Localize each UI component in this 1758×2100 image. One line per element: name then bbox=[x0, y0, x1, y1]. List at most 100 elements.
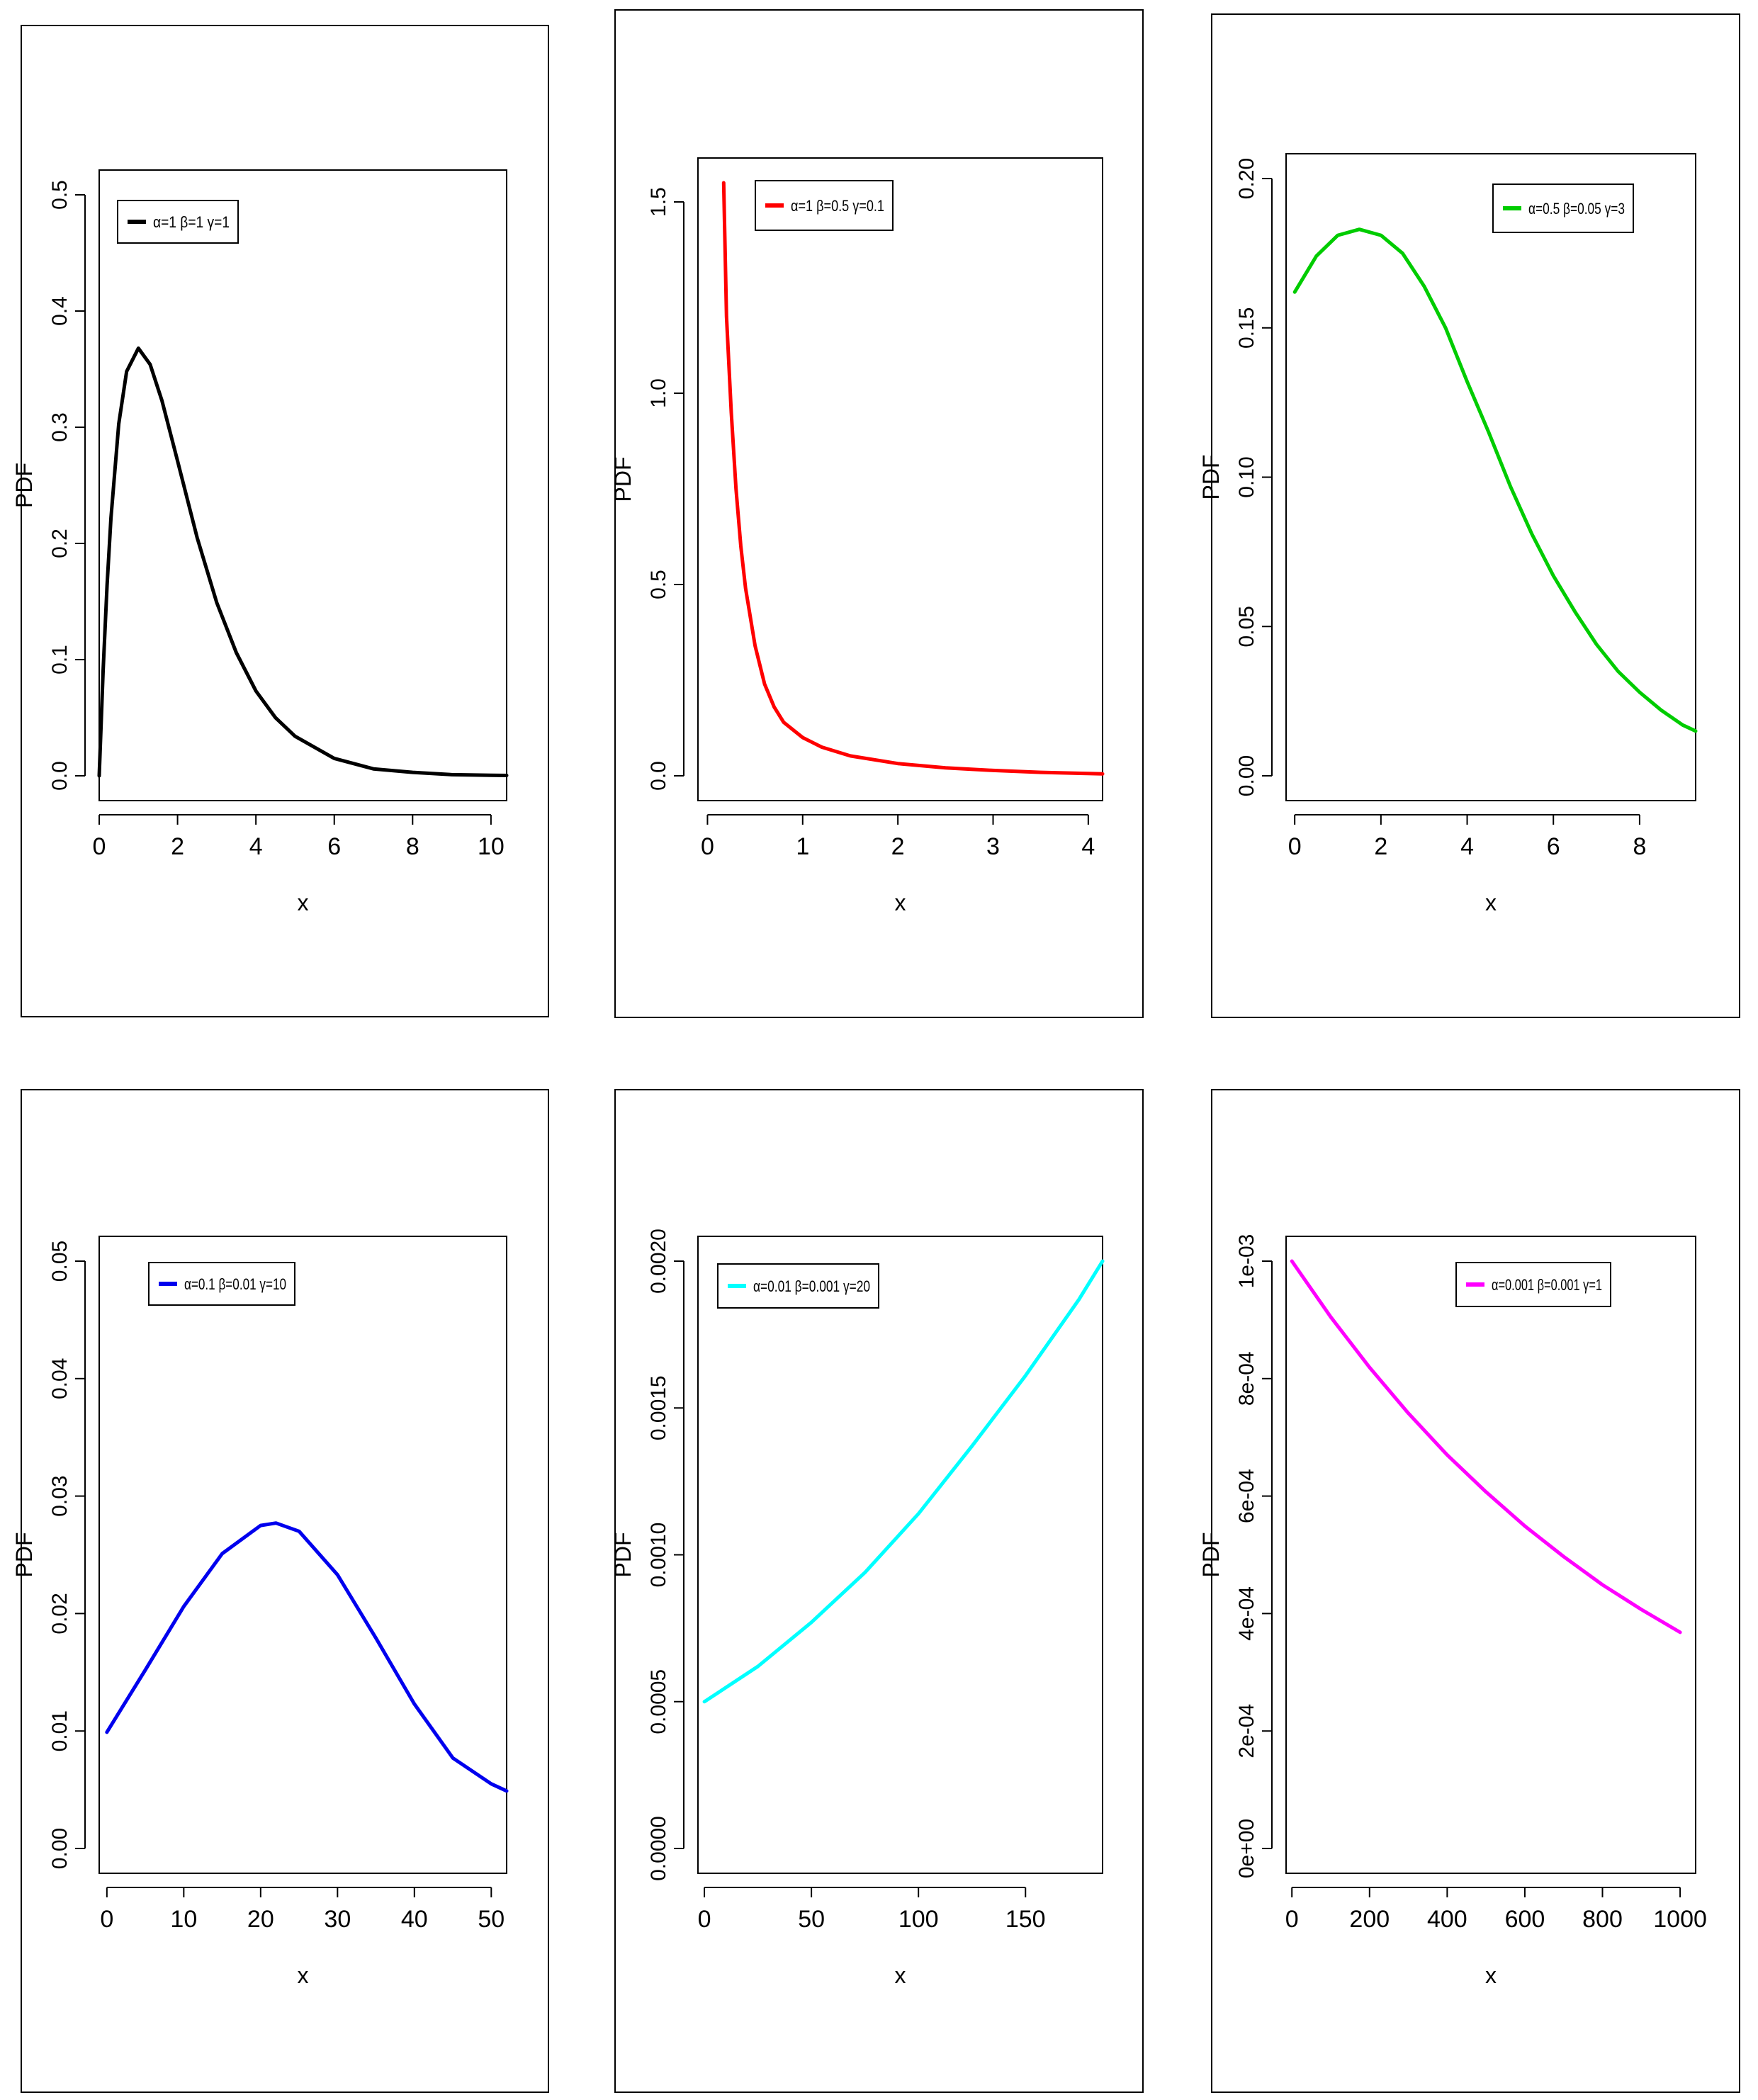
x-tick-label: 8 bbox=[1633, 833, 1646, 860]
x-tick-label: 0 bbox=[93, 833, 106, 860]
x-tick-label: 100 bbox=[898, 1906, 939, 1933]
y-axis-label: PDF bbox=[610, 457, 636, 502]
y-tick-label: 0.0 bbox=[647, 761, 670, 791]
x-tick-label: 400 bbox=[1427, 1906, 1467, 1933]
chart-panel-2: 0 1 2 3 4 x 0.0 0.5 1.0 1.5 PDF α=1 β=0.5 γ=0.1 bbox=[610, 9, 1144, 1018]
y-axis-label: PDF bbox=[11, 463, 37, 508]
plot-box bbox=[98, 1236, 507, 1874]
x-tick-label: 1 bbox=[796, 833, 809, 860]
y-axis-label: PDF bbox=[11, 1532, 37, 1578]
x-tick-label: 0 bbox=[1285, 1906, 1299, 1933]
x-axis-label: x bbox=[1485, 890, 1497, 915]
x-tick-label: 2 bbox=[1374, 833, 1387, 860]
x-tick-label: 2 bbox=[891, 833, 905, 860]
legend-label: α=0.001 β=0.001 γ=1 bbox=[1492, 1276, 1602, 1294]
x-tick-label: 30 bbox=[324, 1906, 351, 1933]
x-tick-label: 20 bbox=[247, 1906, 274, 1933]
y-axis-label: PDF bbox=[1198, 1532, 1224, 1578]
x-axis: 0 2 4 6 8 bbox=[1288, 814, 1646, 860]
x-tick-label: 4 bbox=[1081, 833, 1095, 860]
x-axis: 0 200 400 600 800 1000 bbox=[1285, 1887, 1707, 1933]
x-axis: 0 1 2 3 4 bbox=[701, 814, 1095, 860]
x-axis: 0 2 4 6 8 10 bbox=[93, 814, 505, 860]
y-tick-label: 1e-03 bbox=[1235, 1234, 1258, 1289]
y-tick-label: 1.0 bbox=[647, 378, 670, 408]
x-tick-label: 0 bbox=[100, 1906, 113, 1933]
chart-panel-3: 0 2 4 6 8 x 0.00 0.05 0.10 0.15 0.20 PDF α=0.5 β=0.0… bbox=[1198, 13, 1740, 1018]
x-axis-label: x bbox=[895, 1963, 906, 1988]
y-tick-label: 0.4 bbox=[48, 296, 72, 326]
x-tick-label: 8 bbox=[406, 833, 419, 860]
x-tick-label: 50 bbox=[798, 1906, 825, 1933]
y-tick-label: 0.00 bbox=[1235, 755, 1258, 796]
series-line bbox=[702, 1259, 1105, 1704]
plot-box bbox=[697, 1236, 1103, 1874]
legend-label: α=1 β=1 γ=1 bbox=[153, 213, 230, 231]
x-axis: 0 50 100 150 bbox=[698, 1887, 1046, 1933]
x-tick-label: 1000 bbox=[1653, 1906, 1707, 1933]
series-line bbox=[97, 346, 509, 778]
x-tick-label: 10 bbox=[170, 1906, 197, 1933]
plot-box bbox=[1285, 1236, 1696, 1874]
y-tick-label: 0.04 bbox=[48, 1358, 72, 1399]
x-tick-label: 0 bbox=[701, 833, 714, 860]
y-axis: 0.0 0.1 0.2 0.3 0.4 0.5 bbox=[48, 180, 86, 791]
y-tick-label: 4e-04 bbox=[1235, 1586, 1258, 1641]
y-tick-label: 0.10 bbox=[1235, 456, 1258, 497]
x-tick-label: 800 bbox=[1582, 1906, 1623, 1933]
series-line bbox=[1292, 227, 1698, 733]
legend-label: α=0.01 β=0.001 γ=20 bbox=[753, 1277, 870, 1295]
y-tick-label: 1.5 bbox=[647, 187, 670, 217]
legend: α=0.1 β=0.01 γ=10 bbox=[148, 1262, 295, 1306]
panel-frame bbox=[614, 1089, 1144, 2093]
y-tick-label: 0.15 bbox=[1235, 307, 1258, 349]
y-tick-label: 0.5 bbox=[48, 180, 72, 210]
legend-box bbox=[148, 1262, 295, 1306]
y-tick-label: 6e-04 bbox=[1235, 1469, 1258, 1523]
x-tick-label: 10 bbox=[478, 833, 505, 860]
y-tick-label: 0.0005 bbox=[647, 1669, 670, 1734]
x-tick-label: 4 bbox=[249, 833, 263, 860]
x-tick-label: 40 bbox=[401, 1906, 428, 1933]
x-tick-label: 6 bbox=[327, 833, 341, 860]
legend: α=0.01 β=0.001 γ=20 bbox=[717, 1263, 879, 1309]
y-axis-label: PDF bbox=[1198, 455, 1224, 500]
y-tick-label: 0.05 bbox=[48, 1241, 72, 1282]
y-tick-label: 0.00 bbox=[48, 1828, 72, 1869]
series-line bbox=[105, 1521, 509, 1793]
y-tick-label: 0.0015 bbox=[647, 1375, 670, 1440]
y-tick-label: 0.2 bbox=[48, 529, 72, 558]
x-axis-label: x bbox=[895, 890, 906, 915]
y-tick-label: 0.0010 bbox=[647, 1523, 670, 1588]
y-axis: 0.0 0.5 1.0 1.5 bbox=[647, 187, 684, 791]
panel-frame bbox=[1211, 1089, 1740, 2093]
x-axis-label: x bbox=[298, 890, 309, 915]
y-tick-label: 0.05 bbox=[1235, 606, 1258, 647]
legend: α=0.001 β=0.001 γ=1 bbox=[1455, 1262, 1611, 1307]
legend-label: α=0.5 β=0.05 γ=3 bbox=[1528, 200, 1625, 218]
x-axis-label: x bbox=[1485, 1963, 1497, 1988]
x-tick-label: 150 bbox=[1005, 1906, 1046, 1933]
y-tick-label: 0.03 bbox=[48, 1475, 72, 1516]
plot-box bbox=[1285, 153, 1696, 801]
y-axis: 0.0000 0.0005 0.0010 0.0015 0.0020 bbox=[647, 1229, 684, 1881]
panel-frame bbox=[614, 9, 1144, 1018]
series-line bbox=[1290, 1259, 1682, 1635]
x-tick-label: 2 bbox=[171, 833, 184, 860]
y-axis-label: PDF bbox=[610, 1532, 636, 1578]
x-tick-label: 3 bbox=[986, 833, 1000, 860]
y-tick-label: 2e-04 bbox=[1235, 1704, 1258, 1759]
x-tick-label: 6 bbox=[1547, 833, 1560, 860]
x-tick-label: 4 bbox=[1460, 833, 1474, 860]
legend-label: α=0.1 β=0.01 γ=10 bbox=[184, 1275, 286, 1293]
legend: α=1 β=1 γ=1 bbox=[117, 200, 239, 244]
plot-box bbox=[98, 169, 507, 801]
plot-box bbox=[697, 157, 1103, 801]
y-tick-label: 0.5 bbox=[647, 570, 670, 599]
series-line bbox=[721, 181, 1105, 776]
x-tick-label: 600 bbox=[1505, 1906, 1545, 1933]
y-axis: 0.00 0.01 0.02 0.03 0.04 0.05 bbox=[48, 1241, 86, 1869]
y-tick-label: 0.0020 bbox=[647, 1229, 670, 1294]
legend: α=0.5 β=0.05 γ=3 bbox=[1492, 184, 1634, 233]
x-tick-label: 200 bbox=[1349, 1906, 1390, 1933]
